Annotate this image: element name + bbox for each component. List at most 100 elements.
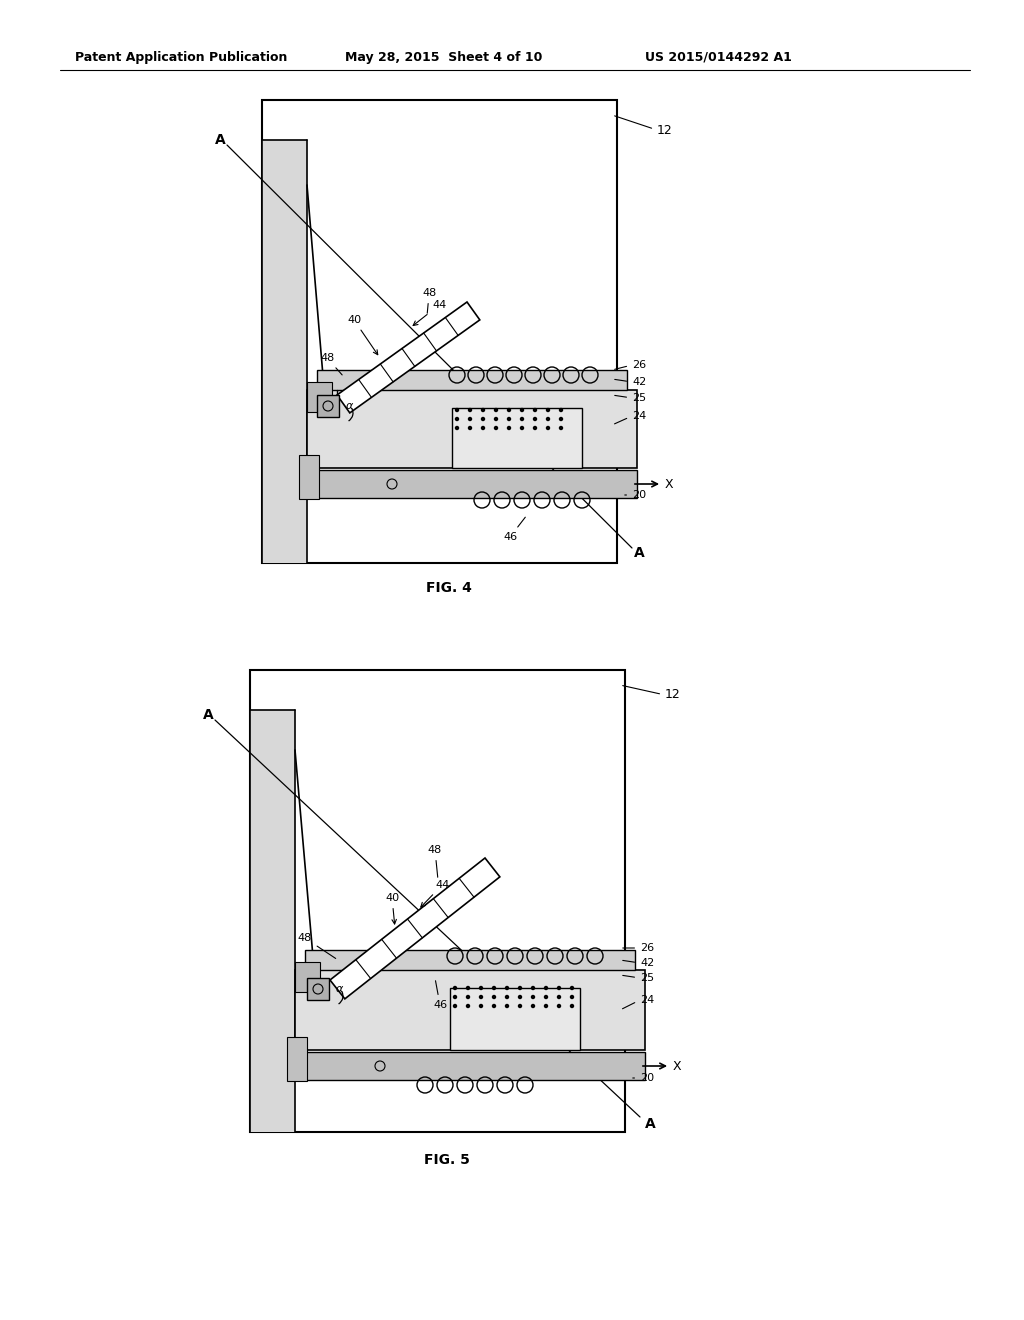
Circle shape: [506, 1005, 509, 1007]
Bar: [317, 370, 627, 389]
Circle shape: [545, 995, 548, 998]
Circle shape: [534, 426, 537, 429]
Circle shape: [479, 1005, 482, 1007]
Text: $\alpha$: $\alpha$: [335, 983, 344, 994]
Text: 48: 48: [319, 352, 342, 375]
Circle shape: [547, 426, 550, 429]
Bar: [307, 389, 637, 469]
Circle shape: [520, 417, 523, 421]
Text: 26: 26: [614, 360, 646, 370]
Circle shape: [570, 1005, 573, 1007]
Text: US 2015/0144292 A1: US 2015/0144292 A1: [645, 50, 792, 63]
Text: 40: 40: [385, 894, 399, 924]
Circle shape: [481, 408, 484, 412]
Circle shape: [559, 426, 562, 429]
Bar: [317, 395, 339, 417]
Text: 42: 42: [623, 958, 654, 968]
Circle shape: [520, 426, 523, 429]
Bar: [250, 710, 295, 1133]
Bar: [295, 962, 319, 993]
Circle shape: [456, 417, 459, 421]
Circle shape: [454, 995, 457, 998]
Circle shape: [518, 1005, 521, 1007]
Circle shape: [495, 417, 498, 421]
Circle shape: [493, 986, 496, 990]
Circle shape: [547, 408, 550, 412]
Bar: [307, 381, 332, 412]
Text: 48: 48: [422, 288, 436, 313]
Text: 24: 24: [614, 411, 646, 424]
Bar: [307, 978, 329, 1001]
Circle shape: [467, 1005, 469, 1007]
Circle shape: [531, 1005, 535, 1007]
Circle shape: [520, 408, 523, 412]
Circle shape: [531, 995, 535, 998]
Circle shape: [518, 986, 521, 990]
Circle shape: [545, 1005, 548, 1007]
Text: 42: 42: [614, 378, 646, 387]
Text: 26: 26: [623, 942, 654, 953]
Circle shape: [467, 986, 469, 990]
Text: 24: 24: [623, 995, 654, 1008]
Circle shape: [570, 986, 573, 990]
Bar: [262, 100, 617, 564]
Circle shape: [479, 995, 482, 998]
Text: 12: 12: [614, 116, 673, 136]
Bar: [287, 1038, 307, 1081]
Circle shape: [531, 986, 535, 990]
Bar: [295, 970, 645, 1049]
Bar: [307, 470, 637, 498]
Circle shape: [570, 995, 573, 998]
Text: 25: 25: [623, 973, 654, 983]
Circle shape: [506, 995, 509, 998]
Circle shape: [534, 408, 537, 412]
Bar: [295, 1052, 645, 1080]
Text: 25: 25: [614, 393, 646, 403]
Circle shape: [545, 986, 548, 990]
Circle shape: [493, 995, 496, 998]
Text: 20: 20: [633, 1073, 654, 1082]
Circle shape: [547, 417, 550, 421]
Text: 44: 44: [413, 300, 446, 326]
Text: A: A: [203, 708, 213, 722]
Polygon shape: [337, 302, 480, 413]
Bar: [450, 987, 580, 1049]
Circle shape: [469, 426, 471, 429]
Text: 48: 48: [298, 933, 336, 958]
Circle shape: [557, 1005, 560, 1007]
Circle shape: [508, 417, 511, 421]
Circle shape: [454, 986, 457, 990]
Text: 46: 46: [433, 981, 447, 1010]
Circle shape: [495, 426, 498, 429]
Text: FIG. 4: FIG. 4: [426, 581, 472, 595]
Text: 40: 40: [347, 315, 378, 355]
Circle shape: [479, 986, 482, 990]
Circle shape: [469, 417, 471, 421]
Circle shape: [495, 408, 498, 412]
Circle shape: [454, 1005, 457, 1007]
Text: May 28, 2015  Sheet 4 of 10: May 28, 2015 Sheet 4 of 10: [345, 50, 543, 63]
Circle shape: [456, 426, 459, 429]
Circle shape: [559, 417, 562, 421]
Text: 48: 48: [428, 845, 442, 878]
Circle shape: [534, 417, 537, 421]
Text: A: A: [645, 1117, 655, 1131]
Bar: [250, 671, 625, 1133]
Text: 12: 12: [623, 685, 681, 701]
Circle shape: [559, 408, 562, 412]
Text: FIG. 5: FIG. 5: [424, 1152, 470, 1167]
Circle shape: [469, 408, 471, 412]
Circle shape: [557, 986, 560, 990]
Text: 46: 46: [503, 517, 525, 543]
Circle shape: [467, 995, 469, 998]
Circle shape: [508, 426, 511, 429]
Bar: [262, 140, 307, 564]
Circle shape: [456, 408, 459, 412]
Text: $\alpha$: $\alpha$: [345, 401, 354, 411]
Circle shape: [508, 408, 511, 412]
Circle shape: [493, 1005, 496, 1007]
Bar: [305, 950, 635, 970]
Circle shape: [506, 986, 509, 990]
Text: X: X: [673, 1060, 682, 1072]
Bar: [299, 455, 319, 499]
